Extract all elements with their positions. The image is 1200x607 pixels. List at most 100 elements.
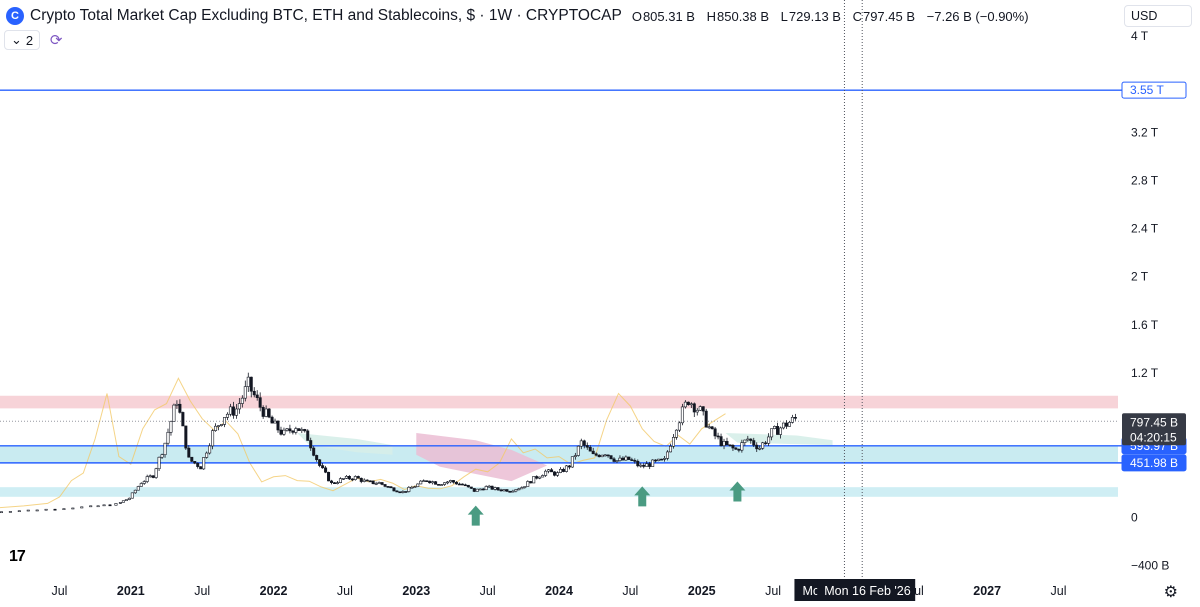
candle-body [624, 456, 628, 461]
candle-body [306, 430, 310, 441]
candle-body [303, 429, 307, 432]
candle-body [35, 509, 39, 512]
candle-body [779, 427, 783, 435]
candle-body [205, 452, 209, 458]
cursor-date-label: Mon 16 Feb '26 [824, 584, 911, 598]
price-label: 3.55 T [1130, 83, 1164, 97]
candle-body [267, 408, 271, 418]
close-label: C [852, 8, 862, 24]
candle-body [666, 451, 670, 459]
chart-header: C Crypto Total Market Cap Excluding BTC,… [6, 6, 1037, 26]
open-value: 805.31 B [642, 8, 695, 24]
candle-body [0, 511, 3, 514]
indicators-toggle[interactable]: ⌄ 2 [4, 30, 41, 50]
candle-body [169, 421, 173, 433]
candle-body [413, 486, 417, 488]
candle-body [312, 447, 316, 456]
cryptocap-logo-icon: C [6, 7, 24, 25]
open-label: O [631, 8, 642, 24]
symbol-title[interactable]: Crypto Total Market Cap Excluding BTC, E… [30, 7, 622, 24]
candle-body [199, 466, 203, 470]
candle-body [773, 426, 777, 429]
candle-body [374, 483, 378, 485]
sync-icon[interactable]: ⟳ [49, 32, 63, 49]
candle-body [719, 436, 723, 446]
candle-body [451, 480, 455, 483]
candle-body [776, 426, 780, 435]
candle-body [460, 483, 464, 486]
candle-body [127, 497, 131, 500]
candle-body [62, 508, 66, 510]
candle-body [591, 450, 595, 455]
candle-body [102, 504, 106, 507]
x-tick-label: Jul [765, 584, 781, 598]
candle-body [544, 470, 548, 476]
candle-body [44, 508, 48, 511]
candle-body [148, 475, 152, 478]
support-zone [0, 445, 1118, 463]
candle-body [630, 459, 634, 461]
candle-body [163, 442, 167, 456]
candle-body [535, 476, 539, 479]
currency-select[interactable]: USD [1124, 5, 1192, 27]
candle-body [300, 429, 304, 431]
y-tick-label: 2 T [1131, 270, 1149, 284]
x-tick-label: Jul [337, 584, 353, 598]
gear-icon[interactable]: ⚙ [1163, 584, 1178, 601]
candle-body [466, 484, 470, 488]
candle-body [651, 459, 655, 467]
candle-body [707, 426, 711, 429]
candle-body [657, 458, 661, 461]
cloud-green-shape [297, 433, 393, 455]
candle-body [285, 428, 289, 431]
x-tick-label: 2021 [117, 584, 145, 598]
up-arrow [467, 505, 484, 526]
candle-body [184, 425, 188, 449]
x-tick-label: Jul [622, 584, 638, 598]
candle-body [472, 488, 476, 492]
indicator-count: 2 [25, 32, 34, 48]
candle-body [202, 457, 206, 470]
candle-body [178, 403, 182, 413]
x-tick-label: 2024 [545, 584, 573, 598]
tradingview-logo-icon[interactable]: 17 [9, 548, 26, 565]
candles [0, 372, 797, 514]
candle-body [514, 489, 518, 492]
candle-body [689, 403, 693, 406]
candle-body [431, 481, 435, 484]
candle-body [793, 417, 797, 419]
candle-body [716, 435, 720, 438]
candle-body [264, 408, 268, 417]
candle-body [728, 444, 732, 447]
candle-body [445, 481, 449, 484]
candle-body [454, 481, 458, 485]
candle-body [214, 425, 218, 431]
candle-body [737, 449, 741, 451]
x-tick-label: 2022 [260, 584, 288, 598]
candle-body [704, 410, 708, 428]
candle-body [114, 503, 118, 506]
candle-body [321, 465, 325, 469]
candle-body [124, 499, 128, 502]
candle-body [154, 468, 158, 478]
candle-body [208, 445, 212, 454]
candle-body [249, 376, 253, 392]
candle-body [8, 511, 12, 513]
candle-body [645, 463, 649, 467]
candle-body [437, 484, 441, 486]
candle-body [220, 424, 224, 426]
candle-body [639, 464, 643, 467]
candle-body [392, 487, 396, 492]
candle-body [523, 486, 527, 488]
candle-body [327, 471, 331, 482]
candle-body [484, 486, 488, 491]
candle-body [564, 465, 568, 472]
candle-body [335, 482, 339, 484]
candle-body [743, 439, 747, 443]
high-value: 850.38 B [717, 8, 770, 24]
candle-body [282, 429, 286, 435]
candle-body [609, 455, 613, 460]
candle-body [297, 428, 301, 431]
candle-body [133, 489, 137, 494]
